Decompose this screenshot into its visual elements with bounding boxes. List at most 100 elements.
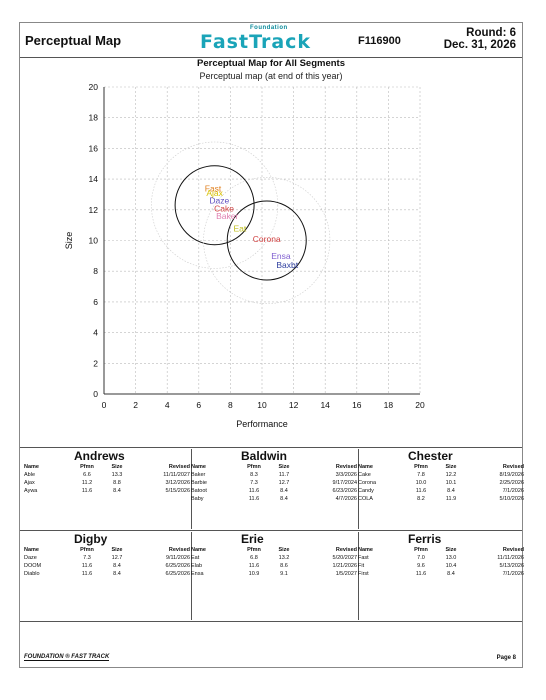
table-cell: 5/20/2027: [332, 555, 357, 561]
table-cell: 13.3: [111, 472, 123, 478]
table-cell: 3/12/2026: [165, 480, 190, 486]
column-header: Name: [191, 464, 206, 470]
x-tick-label: 6: [196, 400, 201, 410]
x-tick-label: 20: [415, 400, 425, 410]
y-tick-label: 20: [89, 82, 99, 92]
product-label: Cake: [214, 203, 234, 213]
table-cell: 11.6: [415, 571, 427, 577]
column-header: Name: [358, 464, 373, 470]
column-header: Size: [111, 464, 123, 470]
y-tick-label: 16: [89, 143, 99, 153]
report-page: Perceptual Map Foundation FastTrack F116…: [19, 22, 524, 668]
table-cell: 8.4: [113, 563, 121, 569]
table-cell: 11.9: [445, 496, 457, 502]
column-header: Name: [24, 547, 39, 553]
table-cell: DOOM: [24, 563, 42, 569]
product-label: Ensa: [271, 251, 291, 261]
table-cell: 11.2: [81, 480, 93, 486]
table-cell: 4/7/2026: [335, 496, 357, 502]
x-axis-label: Performance: [236, 419, 288, 429]
page-number: Page 8: [496, 655, 516, 661]
segment-name: Digby: [74, 532, 108, 546]
table-cell: 1/5/2027: [335, 571, 357, 577]
y-tick-label: 18: [89, 113, 99, 123]
table-cell: 6/23/2026: [332, 488, 357, 494]
table-cell: 7.3: [83, 555, 91, 561]
table-cell: 6/25/2026: [165, 563, 190, 569]
table-cell: 10.1: [445, 480, 457, 486]
table-cell: 7.0: [417, 555, 425, 561]
table-cell: 11.7: [278, 472, 290, 478]
table-cell: 10.4: [445, 563, 457, 569]
column-header: Revised: [168, 547, 190, 553]
table-cell: 11.6: [248, 488, 260, 494]
column-header: Pfmn: [80, 464, 94, 470]
chart-subtitle: Perceptual map (at end of this year): [199, 71, 343, 81]
table-cell: 8.4: [280, 488, 288, 494]
product-label: Ajax: [206, 188, 223, 198]
table-cell: Aywa: [24, 488, 38, 494]
column-header: Size: [278, 464, 290, 470]
table-cell: Ensa: [191, 571, 204, 577]
column-header: Pfmn: [80, 547, 94, 553]
column-header: Pfmn: [247, 547, 261, 553]
table-cell: Candy: [358, 488, 374, 494]
table-cell: Batoot: [191, 488, 207, 494]
column-header: Pfmn: [247, 464, 261, 470]
page-title: Perceptual Map: [25, 33, 122, 48]
table-cell: Baker: [191, 472, 206, 478]
table-cell: 11.6: [81, 488, 93, 494]
column-header: Pfmn: [414, 547, 428, 553]
table-cell: COLA: [358, 496, 373, 502]
x-tick-label: 16: [352, 400, 362, 410]
chart-title: Perceptual Map for All Segments: [197, 58, 345, 69]
product-label: Baxbt: [276, 260, 298, 270]
table-cell: 8.2: [417, 496, 425, 502]
segment-name: Ferris: [408, 532, 442, 546]
table-cell: 8.3: [250, 472, 258, 478]
table-cell: 11.6: [415, 488, 427, 494]
table-cell: 12.7: [278, 480, 290, 486]
round-label: Round: 6: [466, 27, 516, 39]
table-divider: [20, 530, 522, 531]
product-label: Eat: [233, 223, 246, 233]
table-cell: 5/10/2026: [499, 496, 524, 502]
table-cell: 3/3/2026: [335, 472, 357, 478]
foundation-logo: Foundation FastTrack: [200, 25, 325, 55]
header-divider: [20, 57, 522, 58]
table-cell: 9.1: [280, 571, 288, 577]
column-separator: [358, 449, 359, 529]
table-cell: Able: [24, 472, 36, 478]
column-header: Size: [111, 547, 123, 553]
column-separator: [191, 532, 192, 620]
table-cell: Cake: [358, 472, 371, 478]
chart-divider: [20, 447, 522, 448]
segment-name: Baldwin: [241, 449, 288, 463]
table-cell: 12.2: [445, 472, 457, 478]
y-tick-label: 2: [93, 358, 98, 368]
segment-name: Erie: [241, 532, 264, 546]
column-header: Revised: [335, 547, 357, 553]
table-cell: 8.8: [113, 480, 121, 486]
company-code: F116900: [358, 35, 401, 47]
footer-brand: FOUNDATION ® FAST TRACK: [24, 654, 110, 661]
table-cell: 13.0: [445, 555, 457, 561]
report-header: Perceptual Map Foundation FastTrack F116…: [20, 23, 522, 57]
column-header: Name: [358, 547, 373, 553]
column-header: Size: [278, 547, 290, 553]
x-tick-label: 0: [102, 400, 107, 410]
table-cell: 11.6: [248, 563, 260, 569]
table-cell: Ajax: [24, 480, 35, 486]
column-header: Revised: [335, 464, 357, 470]
segment-circle: [226, 200, 307, 281]
column-separator: [191, 449, 192, 529]
table-cell: 8.6: [280, 563, 288, 569]
x-tick-label: 12: [289, 400, 299, 410]
table-cell: 7/1/2026: [502, 571, 524, 577]
segment-name: Chester: [408, 449, 453, 463]
table-cell: 6.8: [250, 555, 258, 561]
table-cell: First: [358, 571, 369, 577]
table-cell: Elab: [191, 563, 203, 569]
table-cell: 13.2: [278, 555, 290, 561]
table-cell: 11.6: [81, 563, 93, 569]
